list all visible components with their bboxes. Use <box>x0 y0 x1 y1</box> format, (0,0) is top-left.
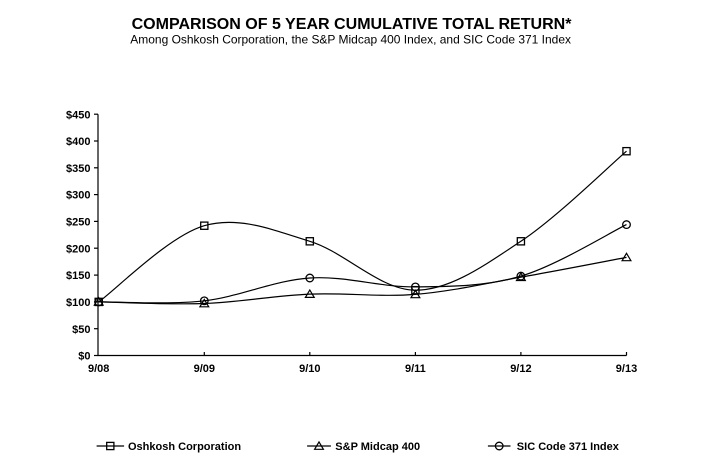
svg-text:9/12: 9/12 <box>510 363 531 375</box>
svg-text:COMPARISON OF 5 YEAR CUMULATIV: COMPARISON OF 5 YEAR CUMULATIVE TOTAL RE… <box>132 16 573 33</box>
svg-text:9/08: 9/08 <box>88 363 109 375</box>
svg-text:S&P Midcap 400: S&P Midcap 400 <box>335 441 420 453</box>
svg-text:Among Oshkosh Corporation, the: Among Oshkosh Corporation, the S&P Midca… <box>130 33 571 47</box>
svg-text:SIC Code 371 Index: SIC Code 371 Index <box>517 441 620 453</box>
svg-text:$50: $50 <box>72 324 90 336</box>
svg-text:$250: $250 <box>66 217 90 229</box>
svg-text:9/11: 9/11 <box>405 363 426 375</box>
svg-text:$100: $100 <box>66 297 90 309</box>
svg-text:9/13: 9/13 <box>616 363 637 375</box>
svg-text:$200: $200 <box>66 243 90 255</box>
svg-text:$0: $0 <box>78 351 90 363</box>
svg-text:$350: $350 <box>66 163 90 175</box>
svg-text:9/10: 9/10 <box>299 363 320 375</box>
svg-text:Oshkosh Corporation: Oshkosh Corporation <box>128 441 241 453</box>
svg-text:$400: $400 <box>66 136 90 148</box>
svg-text:$300: $300 <box>66 190 90 202</box>
svg-text:$450: $450 <box>66 109 90 121</box>
svg-text:9/09: 9/09 <box>194 363 215 375</box>
svg-text:$150: $150 <box>66 270 90 282</box>
